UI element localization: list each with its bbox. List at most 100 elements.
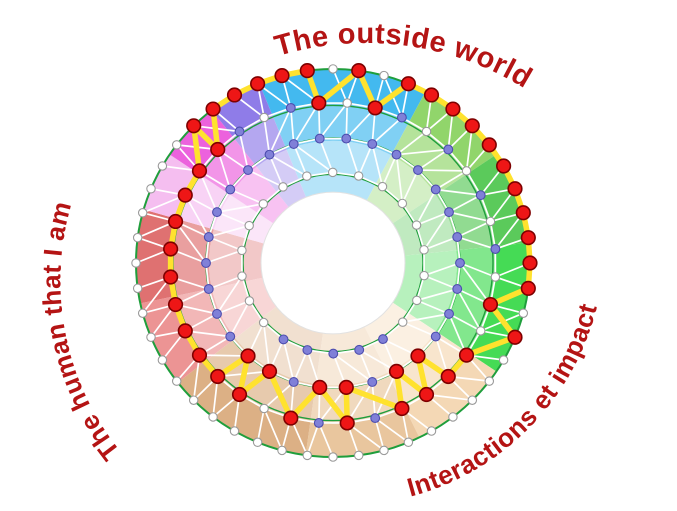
graph-node-red[interactable] [167,296,184,313]
graph-node-red[interactable] [520,230,536,246]
graph-node-purple[interactable] [444,207,454,218]
graph-node-white[interactable] [258,199,269,209]
graph-node-purple[interactable] [341,133,352,144]
graph-node-white[interactable] [485,216,496,227]
graph-node-red[interactable] [388,363,405,379]
graph-node-white[interactable] [171,140,182,150]
graph-node-purple[interactable] [378,334,388,345]
graph-node-red[interactable] [163,269,179,285]
graph-node-purple[interactable] [212,308,222,319]
graph-node-white[interactable] [379,445,389,456]
graph-node-purple[interactable] [413,165,423,175]
graph-node-white[interactable] [461,166,472,176]
graph-node-white[interactable] [252,437,263,448]
graph-node-red[interactable] [163,241,179,257]
graph-node-purple[interactable] [243,165,253,175]
graph-node-white[interactable] [137,208,148,218]
graph-node-purple[interactable] [225,184,236,195]
graph-node-red[interactable] [226,87,243,103]
graph-node-white[interactable] [229,426,240,436]
graph-node-purple[interactable] [396,112,407,123]
graph-node-purple[interactable] [203,284,214,294]
graph-node-white[interactable] [157,355,168,365]
graph-node-purple[interactable] [430,331,441,342]
graph-node-purple[interactable] [264,149,275,160]
graph-node-purple[interactable] [314,133,325,144]
graph-node-purple[interactable] [452,284,463,294]
graph-node-purple[interactable] [391,149,402,160]
graph-node-white[interactable] [419,245,429,255]
graph-node-white[interactable] [302,171,312,181]
graph-node-white[interactable] [412,295,422,306]
graph-node-white[interactable] [328,452,338,462]
graph-node-white[interactable] [419,270,429,281]
graph-node-purple[interactable] [288,377,299,387]
graph-node-purple[interactable] [370,413,381,424]
graph-node-red[interactable] [418,386,435,403]
graph-node-white[interactable] [237,245,247,256]
graph-node-red[interactable] [394,400,410,417]
graph-node-red[interactable] [496,158,512,174]
graph-node-red[interactable] [423,87,440,103]
graph-node-red[interactable] [482,296,499,313]
graph-node-purple[interactable] [234,126,245,137]
graph-node-purple[interactable] [367,377,378,387]
graph-node-red[interactable] [515,205,531,221]
graph-node-white[interactable] [411,220,422,230]
graph-node-red[interactable] [231,386,248,403]
graph-node-white[interactable] [302,450,313,461]
graph-node-red[interactable] [507,329,523,345]
graph-node-red[interactable] [481,137,497,153]
graph-node-white[interactable] [237,271,247,281]
graph-node-purple[interactable] [455,258,465,268]
graph-node-white[interactable] [132,283,143,294]
graph-node-white[interactable] [188,395,199,405]
graph-node-red[interactable] [191,163,208,179]
graph-node-red[interactable] [177,323,193,339]
graph-node-white[interactable] [327,167,338,178]
graph-node-purple[interactable] [278,334,289,345]
graph-node-red[interactable] [339,415,355,431]
graph-node-red[interactable] [338,379,354,396]
graph-node-red[interactable] [400,76,416,92]
graph-node-red[interactable] [351,63,367,79]
graph-node-purple[interactable] [452,232,463,242]
graph-node-white[interactable] [377,181,388,192]
graph-node-purple[interactable] [302,345,313,355]
graph-node-red[interactable] [299,63,315,79]
graph-node-white[interactable] [146,332,156,343]
graph-node-red[interactable] [261,363,278,379]
graph-node-white[interactable] [244,296,255,306]
graph-node-red[interactable] [311,95,327,111]
graph-node-white[interactable] [258,317,269,328]
graph-node-white[interactable] [208,412,218,422]
graph-node-red[interactable] [210,368,226,385]
graph-node-white[interactable] [278,182,288,192]
graph-node-red[interactable] [205,101,221,117]
graph-node-white[interactable] [498,355,509,365]
graph-node-white[interactable] [467,395,478,405]
graph-node-purple[interactable] [354,344,365,355]
graph-node-red[interactable] [367,100,383,116]
graph-node-white[interactable] [403,437,414,448]
graph-node-white[interactable] [132,232,143,243]
graph-node-white[interactable] [490,272,501,282]
graph-node-purple[interactable] [475,190,486,201]
graph-node-white[interactable] [137,308,148,318]
graph-node-red[interactable] [274,67,290,84]
graph-node-purple[interactable] [443,144,454,155]
graph-node-red[interactable] [312,379,328,396]
graph-node-red[interactable] [520,280,536,296]
graph-node-purple[interactable] [367,139,378,149]
graph-node-purple[interactable] [430,184,441,195]
graph-node-white[interactable] [157,161,168,171]
graph-node-red[interactable] [177,187,193,203]
graph-node-purple[interactable] [288,139,299,149]
graph-node-white[interactable] [379,70,389,81]
graph-node-red[interactable] [191,347,208,363]
graph-node-white[interactable] [353,171,364,181]
graph-node-white[interactable] [475,326,486,336]
graph-node-white[interactable] [426,426,437,436]
graph-node-purple[interactable] [490,244,501,254]
graph-node-purple[interactable] [328,348,339,359]
